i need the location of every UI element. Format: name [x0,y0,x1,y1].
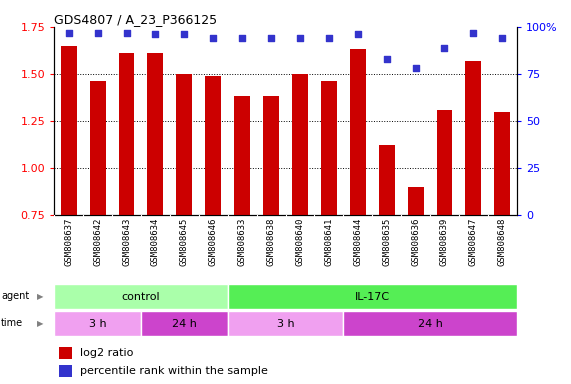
Text: 24 h: 24 h [172,318,197,329]
Text: log2 ratio: log2 ratio [80,348,133,358]
Point [411,65,420,71]
Text: agent: agent [1,291,29,301]
Point [238,35,247,41]
Text: IL-17C: IL-17C [355,291,390,302]
Point [382,56,391,62]
Point [208,35,218,41]
Point [64,30,73,36]
Bar [59,365,72,377]
Point [353,31,363,38]
Bar [437,110,452,215]
Text: 3 h: 3 h [277,318,294,329]
Bar [234,96,250,215]
Text: ▶: ▶ [37,319,43,328]
Point [122,30,131,36]
Text: control: control [122,291,160,302]
Bar [54,311,141,336]
Bar [59,347,72,359]
Bar [228,284,517,309]
Bar [408,187,424,215]
Point [151,31,160,38]
Bar [350,50,365,215]
Bar [292,74,308,215]
Point [469,30,478,36]
Point [498,35,507,41]
Point [180,31,189,38]
Point [267,35,276,41]
Text: 24 h: 24 h [417,318,443,329]
Bar [61,46,77,215]
Bar [228,311,343,336]
Bar [54,284,228,309]
Text: percentile rank within the sample: percentile rank within the sample [80,366,268,376]
Bar [119,53,134,215]
Bar [494,112,510,215]
Point [93,30,102,36]
Point [295,35,304,41]
Bar [141,311,228,336]
Bar [465,61,481,215]
Bar [321,81,337,215]
Bar [176,74,192,215]
Text: 3 h: 3 h [89,318,106,329]
Bar [263,96,279,215]
Bar [90,81,106,215]
Text: GDS4807 / A_23_P366125: GDS4807 / A_23_P366125 [54,13,218,26]
Text: ▶: ▶ [37,292,43,301]
Bar [147,53,163,215]
Point [324,35,333,41]
Bar [379,146,395,215]
Point [440,45,449,51]
Text: time: time [1,318,23,328]
Bar [206,76,221,215]
Bar [343,311,517,336]
